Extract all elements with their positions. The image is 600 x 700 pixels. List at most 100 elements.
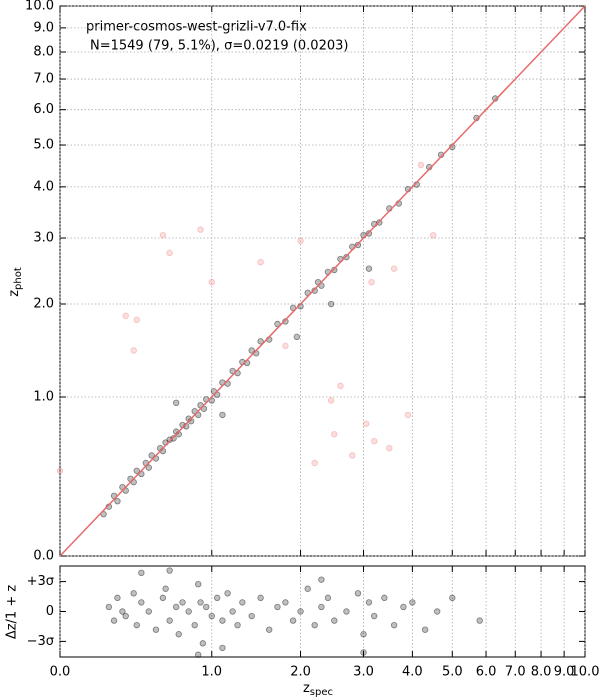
residual-point [197, 599, 204, 606]
x-tick-label: 0.0 [50, 665, 71, 680]
residual-point [324, 594, 332, 602]
residual-point [421, 626, 429, 633]
x-tick-label: 7.0 [505, 665, 526, 680]
residual-point [274, 603, 281, 611]
point [170, 435, 177, 442]
residual-point [289, 617, 297, 624]
residual-point [248, 612, 255, 620]
point [133, 316, 140, 324]
residual-point [203, 603, 210, 611]
y-tick-label: 3.0 [33, 231, 54, 246]
residual-point [172, 603, 180, 611]
point [327, 397, 335, 404]
x-label-main: z [303, 681, 310, 696]
point [365, 265, 373, 272]
point [371, 437, 378, 445]
point [473, 114, 480, 122]
residual-point [343, 608, 350, 615]
point [122, 312, 129, 319]
point [248, 347, 255, 354]
point [257, 338, 264, 345]
point [337, 382, 344, 390]
residual-point [318, 603, 325, 611]
residual-point [234, 621, 241, 629]
y-tick-label: 6.0 [33, 102, 54, 117]
residual-point [219, 617, 226, 624]
x-axis-label: zspec [303, 681, 333, 699]
x-tick-label: 10.0 [571, 665, 600, 680]
residual-point [122, 612, 129, 620]
point [354, 241, 362, 249]
residual-point [105, 603, 113, 611]
x-tick-label: 4.0 [402, 665, 423, 680]
chart-subtitle: N=1549 (79, 5.1%), σ=0.0219 (0.0203) [90, 39, 348, 54]
point [229, 367, 236, 375]
residual-point [185, 608, 192, 615]
point [159, 231, 167, 239]
y-axis-label: zphot [7, 267, 25, 297]
point [390, 265, 398, 272]
residual-point [219, 644, 226, 652]
x-tick-label: 8.0 [531, 665, 552, 680]
point [114, 497, 121, 505]
residual-point [138, 599, 145, 606]
y-label-main: z [7, 290, 22, 297]
point [145, 464, 152, 471]
point [492, 95, 499, 102]
residual-point [400, 603, 407, 611]
point [219, 411, 226, 419]
y-tick-label: 1.0 [33, 390, 54, 405]
point [349, 452, 356, 459]
residual-point [159, 594, 167, 602]
residual-y-tick-label: 0 [46, 604, 54, 619]
point [166, 436, 173, 443]
residual-point [449, 594, 456, 602]
point [172, 399, 180, 407]
point [417, 161, 425, 169]
residual-point [133, 621, 140, 629]
residual-point [304, 585, 311, 592]
y-tick-label: 10.0 [25, 0, 54, 14]
residual-point [239, 599, 246, 606]
point [311, 287, 318, 294]
residual-point [257, 594, 264, 602]
residual-point [229, 608, 236, 615]
residual-point [224, 590, 231, 597]
residual-point [354, 590, 362, 597]
residual-point [476, 617, 483, 624]
residual-point [365, 599, 373, 606]
residual-point [130, 590, 137, 597]
point [297, 237, 304, 245]
point [282, 342, 289, 350]
residual-point [311, 621, 318, 629]
residual-point [179, 599, 186, 606]
residual-point [162, 585, 169, 592]
point [282, 318, 289, 325]
point [148, 452, 155, 459]
residual-point [199, 640, 207, 647]
point [343, 253, 350, 261]
point [208, 278, 215, 286]
residual-point [166, 567, 173, 574]
one-to-one-line [59, 5, 586, 557]
point [327, 300, 335, 308]
y-tick-label: 7.0 [33, 72, 54, 87]
point [197, 226, 204, 233]
residual-point [138, 569, 145, 577]
point [311, 459, 318, 467]
residual-point [152, 626, 160, 633]
residual-point [213, 594, 221, 602]
residual-point [145, 608, 152, 615]
point [386, 444, 393, 452]
residual-point [381, 594, 388, 602]
residual-point [166, 617, 173, 624]
point [293, 333, 301, 341]
residual-point [195, 651, 202, 658]
residual-point [175, 631, 182, 638]
point [130, 347, 137, 354]
residual-point [191, 621, 198, 629]
residual-point [331, 617, 338, 624]
point [166, 249, 173, 257]
residual-point [208, 612, 215, 620]
